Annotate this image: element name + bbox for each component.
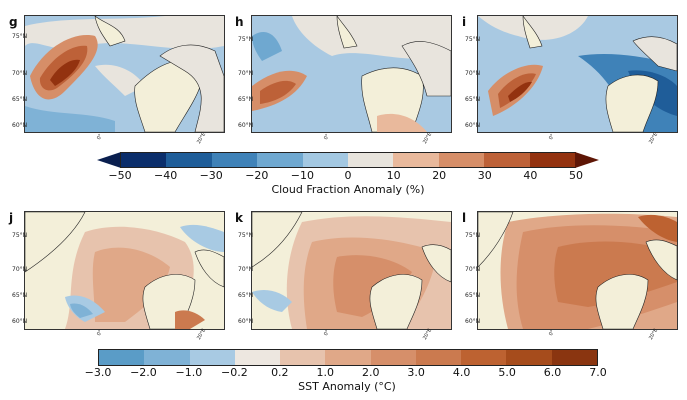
cloud-colorbar-tick-label: 20: [432, 169, 447, 182]
cloud-colorbar: [120, 152, 576, 168]
cloud-colorbar-segment: [484, 153, 530, 167]
lat-label: 75°N: [465, 232, 481, 239]
lon-label: 20°E: [648, 131, 660, 145]
map-panel-g: [24, 15, 225, 133]
lon-label: 0°: [323, 133, 332, 141]
cloud-colorbar-tick-label: −50: [108, 169, 132, 182]
sst-colorbar-tick-label: −2.0: [130, 366, 157, 379]
lon-label: 20°E: [422, 131, 434, 145]
cloud-colorbar-tick-label: −20: [245, 169, 269, 182]
sst-colorbar-tick-label: 3.0: [407, 366, 425, 379]
panel-label-g: g: [9, 15, 18, 29]
cloud-colorbar-tick-label: 0: [344, 169, 352, 182]
map-panel-h: [251, 15, 452, 133]
cloud-colorbar-tick-label: −30: [199, 169, 223, 182]
lat-label: 60°N: [238, 318, 254, 325]
lat-label: 65°N: [12, 292, 28, 299]
lat-label: 65°N: [238, 292, 254, 299]
lat-label: 60°N: [465, 318, 481, 325]
lon-label: 0°: [548, 329, 557, 337]
lon-label: 0°: [96, 133, 105, 141]
lat-label: 70°N: [12, 266, 28, 273]
sst-colorbar-tick-label: −0.2: [221, 366, 248, 379]
sst-colorbar-tick-label: 2.0: [361, 366, 380, 379]
cloud-colorbar-tick-label: 30: [477, 169, 492, 182]
lat-label: 60°N: [465, 122, 481, 129]
cloud-colorbar-tick-label: −40: [153, 169, 178, 182]
lat-label: 70°N: [238, 266, 254, 273]
lat-label: 60°N: [12, 318, 28, 325]
lat-label: 65°N: [465, 292, 481, 299]
lon-label: 20°E: [196, 131, 208, 145]
cloud-colorbar-segment: [166, 153, 212, 167]
lat-label: 60°N: [238, 122, 254, 129]
lon-label: 0°: [323, 329, 332, 337]
lat-label: 75°N: [12, 33, 28, 40]
sst-colorbar-segment: [234, 350, 281, 365]
sst-colorbar-segment: [506, 350, 552, 365]
panel-label-h: h: [235, 15, 244, 29]
sst-colorbar: [98, 349, 598, 366]
sst-colorbar-tick-label: −1.0: [175, 366, 203, 379]
sst-colorbar-title: SST Anomaly (°C): [298, 380, 396, 393]
panel-label-l: l: [462, 211, 467, 225]
panel-label-i: i: [462, 15, 467, 29]
lat-label: 70°N: [465, 266, 481, 273]
lon-label: 0°: [548, 133, 557, 141]
lat-label: 60°N: [12, 122, 28, 129]
cloud-colorbar-tick-label: 40: [523, 169, 538, 182]
map-panel-j: [24, 211, 225, 330]
map-panel-i: [477, 15, 678, 133]
sst-colorbar-segment: [144, 350, 190, 365]
lat-label: 65°N: [12, 96, 28, 103]
cloud-colorbar-segment: [348, 153, 394, 167]
sst-colorbar-tick-label: 6.0: [543, 366, 562, 379]
map-panel-k: [251, 211, 452, 330]
cloud-colorbar-title: Cloud Fraction Anomaly (%): [271, 183, 425, 196]
lat-label: 70°N: [238, 70, 254, 77]
cloud-colorbar-segment: [529, 153, 576, 167]
sst-colorbar-tick-label: 5.0: [498, 366, 516, 379]
cloud-colorbar-segment: [302, 153, 349, 167]
sst-colorbar-segment: [99, 350, 145, 365]
sst-colorbar-tick-label: 1.0: [316, 366, 335, 379]
cloud-colorbar-tick-label: 50: [569, 169, 583, 182]
panel-label-j: j: [9, 211, 14, 225]
sst-colorbar-segment: [280, 350, 326, 365]
cloud-colorbar-tick-label: 10: [386, 169, 401, 182]
lat-label: 75°N: [238, 232, 254, 239]
cloud-colorbar-tick-label: −10: [290, 169, 314, 182]
panel-label-k: k: [235, 211, 243, 225]
lat-label: 65°N: [465, 96, 481, 103]
lat-label: 70°N: [465, 70, 481, 77]
cloud-colorbar-segment: [257, 153, 303, 167]
sst-colorbar-segment: [551, 350, 597, 365]
lat-label: 75°N: [238, 36, 254, 43]
sst-colorbar-tick-label: 4.0: [452, 366, 471, 379]
sst-colorbar-segment: [461, 350, 507, 365]
cloud-colorbar-left-extend: [97, 152, 121, 168]
lat-label: 70°N: [12, 70, 28, 77]
cloud-colorbar-segment: [121, 153, 167, 167]
sst-colorbar-tick-label: 7.0: [589, 366, 607, 379]
sst-colorbar-segment: [415, 350, 462, 365]
lat-label: 65°N: [238, 96, 254, 103]
sst-colorbar-tick-label: −3.0: [84, 366, 112, 379]
map-panel-l: [477, 211, 678, 330]
sst-colorbar-segment: [325, 350, 371, 365]
lat-label: 75°N: [12, 232, 28, 239]
sst-colorbar-segment: [189, 350, 235, 365]
cloud-colorbar-segment: [393, 153, 439, 167]
lat-label: 75°N: [465, 36, 481, 43]
sst-colorbar-segment: [370, 350, 416, 365]
cloud-colorbar-right-extend: [575, 152, 599, 168]
cloud-colorbar-segment: [211, 153, 258, 167]
cloud-colorbar-segment: [438, 153, 485, 167]
lon-label: 0°: [96, 329, 105, 337]
sst-colorbar-tick-label: 0.2: [271, 366, 289, 379]
